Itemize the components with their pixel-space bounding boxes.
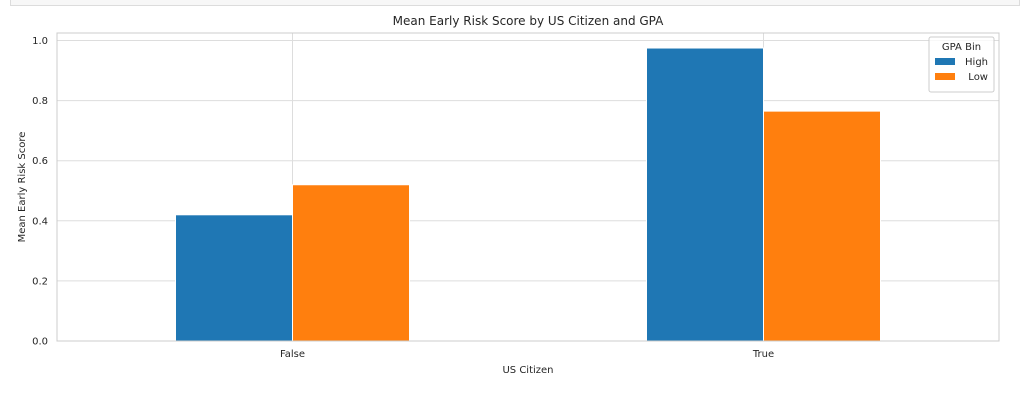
y-tick-labels: 0.0 0.2 0.4 0.6 0.8 1.0 [32, 36, 48, 347]
legend-label-low: Low [968, 72, 988, 83]
x-tick-label: False [280, 349, 305, 360]
plot-frame [56, 32, 1000, 342]
bar-high-true [646, 47, 764, 342]
top-strip [10, 0, 1020, 6]
y-tick-label: 1.0 [32, 36, 48, 47]
chart-title: Mean Early Risk Score by US Citizen and … [393, 14, 665, 28]
y-tick-label: 0.8 [32, 96, 48, 107]
bars [175, 47, 881, 342]
bar-low-true [763, 110, 881, 342]
y-tick-label: 0.0 [32, 337, 48, 348]
legend-swatch-low [935, 73, 955, 80]
legend-entries: High Low [935, 57, 988, 83]
x-tick-labels: False True [280, 349, 774, 360]
legend-swatch-high [935, 58, 955, 65]
x-axis-label: US Citizen [502, 365, 553, 376]
bar-low-false [292, 184, 410, 342]
y-tick-label: 0.6 [32, 156, 48, 167]
legend-title: GPA Bin [942, 42, 981, 53]
y-tick-label: 0.2 [32, 276, 48, 287]
x-tick-label: True [752, 349, 774, 360]
legend: GPA Bin High Low [928, 36, 995, 93]
legend-label-high: High [965, 57, 988, 68]
y-axis-label: Mean Early Risk Score [17, 132, 28, 243]
y-tick-label: 0.4 [32, 216, 48, 227]
bar-high-false [175, 214, 293, 342]
